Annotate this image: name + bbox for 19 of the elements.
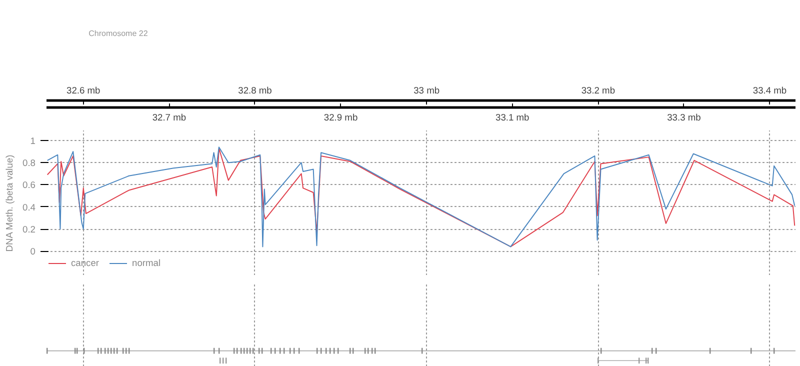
x2-tick-label: 32.8 mb [238, 86, 272, 96]
legend-label: normal [132, 258, 161, 268]
text: Chromosome 22 [88, 29, 148, 38]
x2-tick-label: 33 mb [414, 86, 440, 96]
x2-tick-label: 33.2 mb [581, 86, 616, 96]
y-tick-label: 0.2 [22, 224, 36, 235]
y-tick-label: 0.6 [22, 180, 36, 190]
y-tick-label: 0 [30, 246, 36, 257]
x-tick-label: 32.9 mb [324, 112, 358, 122]
y-tick-label: 0.4 [22, 202, 36, 212]
x-tick-label: 32.7 mb [152, 112, 186, 122]
x2-tick-label: 32.6 mb [66, 86, 100, 96]
x2-tick-label: 33.4 mb [752, 86, 787, 96]
x-tick-label: 33.3 mb [667, 112, 701, 122]
y-axis-title: DNA Meth. (beta value) [4, 154, 15, 252]
y-tick-label: 1 [30, 136, 36, 146]
y-tick-label: 0.8 [22, 158, 36, 168]
legend-label: cancer [71, 258, 99, 268]
x-tick-label: 33.1 mb [496, 112, 530, 122]
